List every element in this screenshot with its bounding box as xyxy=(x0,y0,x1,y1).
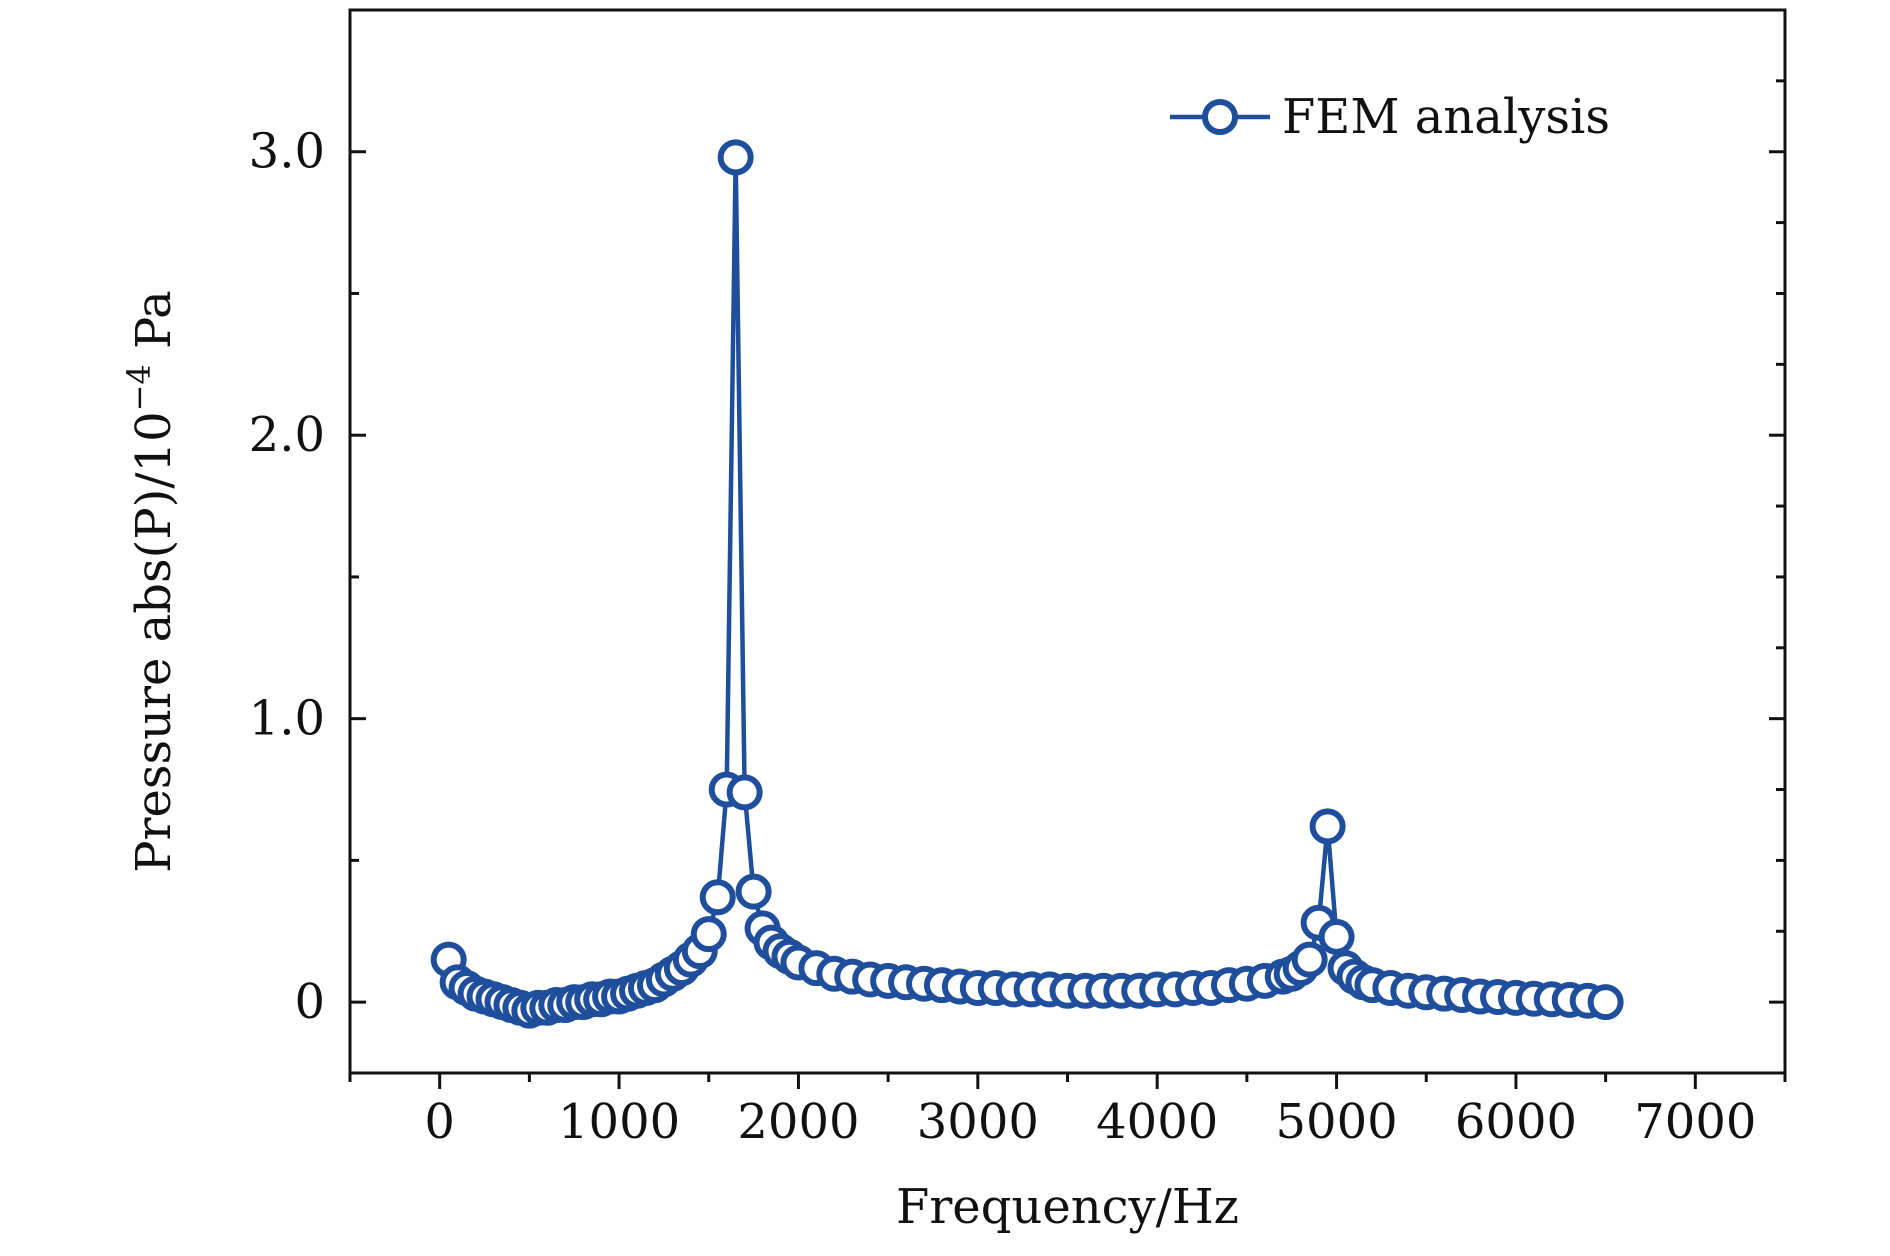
data-point xyxy=(717,139,754,176)
x-axis-label: Frequency/Hz xyxy=(896,1179,1239,1235)
data-point xyxy=(699,879,736,916)
data-point xyxy=(735,873,772,910)
legend: FEM analysis xyxy=(1170,89,1610,145)
label-layer: 0 1000 2000 3000 4000 5000 6000 7000 0 1.0 2.0 3.0 F… xyxy=(120,124,1756,1235)
x-tick-label: 0 xyxy=(424,1094,455,1150)
legend-marker xyxy=(1202,99,1238,135)
data-point xyxy=(1309,808,1346,845)
series-line xyxy=(446,155,1606,1013)
y-tick-label: 0 xyxy=(294,974,325,1030)
data-point xyxy=(726,774,763,811)
data-point xyxy=(1587,984,1624,1021)
legend-label: FEM analysis xyxy=(1282,89,1610,145)
x-tick-label: 5000 xyxy=(1275,1094,1397,1150)
plot-layer xyxy=(430,139,1624,1029)
y-tick-label: 3.0 xyxy=(249,124,325,180)
axes-layer xyxy=(348,8,1787,1089)
x-tick-label: 7000 xyxy=(1634,1094,1756,1150)
y-axis-label: Pressure abs(P)/10−4 Pa xyxy=(120,290,182,873)
y-axis-label-main: Pressure abs(P)/10 xyxy=(126,411,182,872)
x-tick-label: 2000 xyxy=(737,1094,859,1150)
x-tick-label: 1000 xyxy=(558,1094,680,1150)
data-point xyxy=(690,916,727,953)
y-axis-label-exponent: −4 xyxy=(120,364,158,411)
y-tick-label: 2.0 xyxy=(249,407,325,463)
x-tick-label: 3000 xyxy=(917,1094,1039,1150)
x-tick-label: 4000 xyxy=(1096,1094,1218,1150)
data-point xyxy=(1318,918,1355,955)
y-axis-label-unit: Pa xyxy=(126,290,182,364)
data-point xyxy=(1291,941,1328,978)
x-tick-label: 6000 xyxy=(1455,1094,1577,1150)
plot-frame xyxy=(348,8,1787,1075)
y-tick-label: 1.0 xyxy=(249,691,325,747)
